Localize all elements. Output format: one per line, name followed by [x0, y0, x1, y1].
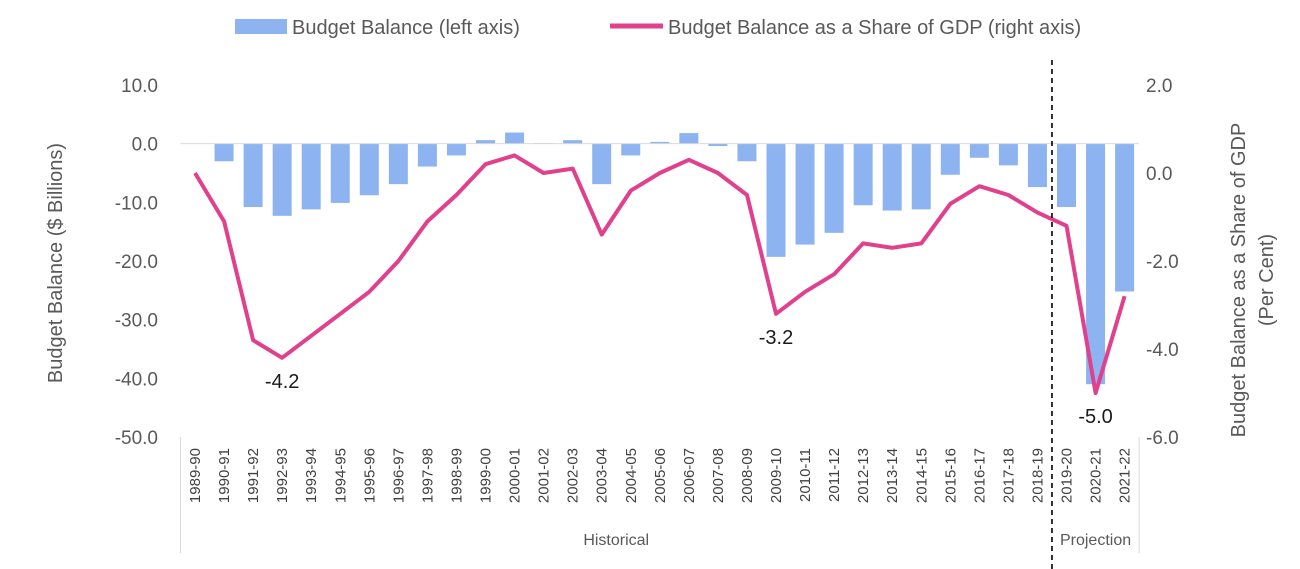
bar-2018-19: [1027, 143, 1047, 188]
group-label: Historical: [583, 532, 649, 549]
bar-2013-14: [882, 143, 902, 211]
left-tick-label: -50.0: [115, 428, 158, 449]
category-label: 1995-96: [361, 448, 378, 503]
bar-2015-16: [940, 143, 960, 175]
category-label: 2017-18: [1000, 448, 1017, 503]
category-label: 2008-09: [739, 448, 756, 503]
right-tick-label: -2.0: [1146, 252, 1179, 273]
group-axis: Historical Projection: [179, 437, 1140, 553]
line-annotations: -4.2 -3.2 -5.0: [265, 327, 1113, 428]
bar-1994-95: [330, 143, 350, 203]
category-label: 2003-04: [594, 448, 611, 503]
category-label: 2005-06: [652, 448, 669, 503]
bar-1997-98: [417, 143, 437, 167]
category-label: 2015-16: [942, 448, 959, 503]
bar-1993-94: [301, 143, 321, 210]
category-label: 1991-92: [245, 448, 262, 503]
annotation-1992-93: -4.2: [265, 371, 299, 393]
bar-2021-22: [1115, 143, 1135, 292]
bar-2003-04: [592, 143, 612, 185]
annotation-2020-21: -5.0: [1078, 406, 1112, 428]
right-tick-label: 2.0: [1146, 76, 1172, 97]
bar-2016-17: [969, 143, 989, 158]
category-label: 2011-12: [826, 448, 843, 502]
category-label: 2018-19: [1029, 448, 1046, 503]
group-label: Projection: [1060, 532, 1131, 549]
category-label: 1993-94: [303, 448, 320, 503]
bar-1999-00: [476, 140, 495, 144]
left-tick-label: 10.0: [121, 76, 158, 97]
right-tick-label: 0.0: [1146, 164, 1172, 185]
bar-2014-15: [911, 143, 931, 210]
bar-2019-20: [1057, 143, 1076, 208]
category-label: 1990-91: [216, 448, 233, 503]
right-tick-label: -6.0: [1146, 428, 1179, 449]
bar-2002-03: [563, 140, 583, 144]
bar-2005-06: [650, 141, 670, 144]
category-label: 2001-02: [536, 448, 553, 503]
category-label: 1989-90: [187, 448, 204, 503]
category-label: 2000-01: [507, 448, 524, 503]
bar-1990-91: [214, 143, 234, 162]
bar-2012-13: [853, 143, 873, 206]
category-label: 1997-98: [419, 448, 436, 503]
category-label: 2007-08: [710, 448, 727, 503]
bar-1991-92: [243, 143, 263, 208]
right-tick-label: -4.0: [1146, 340, 1179, 361]
bar-series: [214, 132, 1135, 385]
category-label: 2013-14: [884, 448, 901, 503]
gdp-share-line: [193, 153, 1127, 395]
category-label: 2006-07: [681, 448, 698, 503]
category-label: 2012-13: [855, 448, 872, 503]
annotation-2009-10: -3.2: [759, 327, 793, 349]
category-label: 2004-05: [623, 448, 640, 503]
category-label: 1994-95: [332, 448, 349, 503]
bar-2009-10: [766, 143, 786, 257]
left-axis-title: Budget Balance ($ Billions): [45, 143, 67, 383]
category-label: 2009-10: [768, 448, 785, 503]
bar-2017-18: [998, 143, 1018, 166]
bar-2010-11: [795, 143, 815, 245]
bar-2020-21: [1086, 143, 1106, 385]
left-tick-label: -20.0: [115, 252, 158, 273]
bar-2011-12: [824, 143, 844, 233]
legend: Budget Balance (left axis) Budget Balanc…: [235, 17, 1081, 39]
left-tick-label: -10.0: [115, 193, 158, 214]
category-labels: 1989-90 1990-91 1991-92 1992-93 1993-94 1994-…: [187, 448, 1134, 503]
category-label: 2020-21: [1088, 448, 1105, 503]
right-axis-title-line1: Budget Balance as a Share of GDP: [1228, 123, 1250, 438]
bar-1998-99: [446, 143, 466, 156]
category-label: 1992-93: [274, 448, 291, 503]
bar-2000-01: [505, 132, 525, 144]
category-label: 2021-22: [1117, 448, 1134, 503]
category-label: 2002-03: [565, 448, 582, 503]
left-tick-label: -40.0: [115, 369, 158, 390]
bar-1992-93: [272, 143, 292, 216]
category-label: 2019-20: [1059, 448, 1076, 503]
category-label: 2010-11: [797, 448, 814, 502]
left-axis-ticks: 10.0 0.0 -10.0 -20.0 -30.0 -40.0 -50.0: [115, 76, 158, 449]
category-label: 2016-17: [971, 448, 988, 503]
bar-1995-96: [359, 143, 379, 196]
legend-bar-swatch: [235, 19, 287, 34]
bar-2008-09: [737, 143, 757, 162]
bar-2004-05: [621, 143, 641, 156]
left-tick-label: 0.0: [132, 135, 158, 156]
bar-1996-97: [388, 143, 408, 185]
category-label: 1998-99: [448, 448, 465, 503]
bar-2006-07: [679, 133, 699, 144]
bar-2007-08: [708, 143, 728, 147]
right-axis-ticks: 2.0 0.0 -2.0 -4.0 -6.0: [1146, 76, 1179, 449]
right-axis-title-line2: (Per Cent): [1256, 234, 1278, 326]
left-tick-label: -30.0: [115, 311, 158, 332]
legend-bar-label: Budget Balance (left axis): [292, 17, 520, 39]
category-label: 1996-97: [390, 448, 407, 503]
legend-line-label: Budget Balance as a Share of GDP (right …: [668, 17, 1081, 39]
category-label: 1999-00: [478, 448, 495, 503]
category-label: 2014-15: [913, 448, 930, 503]
